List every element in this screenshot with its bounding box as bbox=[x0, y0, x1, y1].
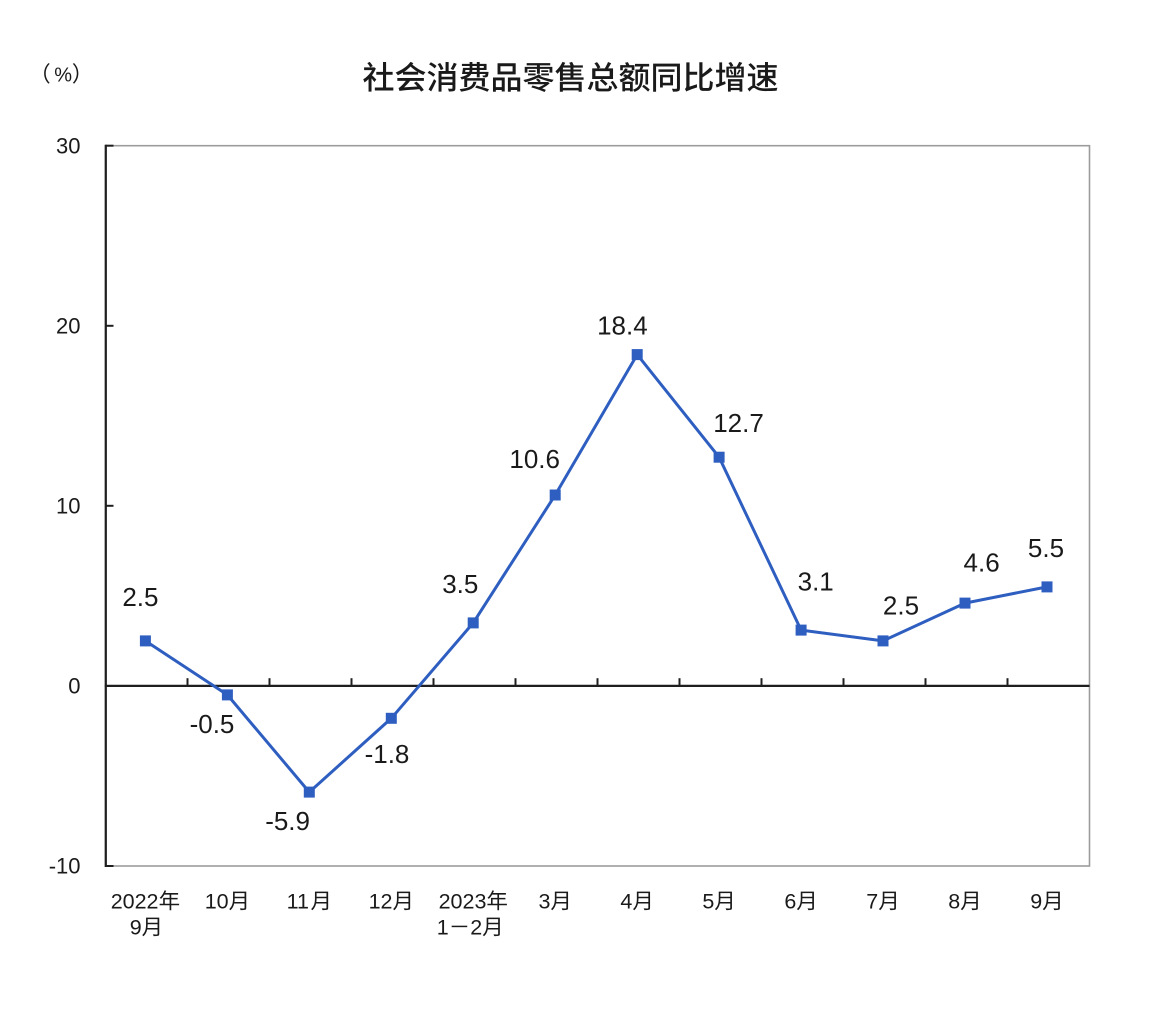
svg-text:12.7: 12.7 bbox=[713, 408, 764, 438]
svg-text:3: 3 bbox=[539, 890, 551, 914]
svg-text:4.6: 4.6 bbox=[964, 548, 1000, 578]
svg-text:2.5: 2.5 bbox=[883, 591, 919, 621]
svg-text:-1.8: -1.8 bbox=[365, 739, 410, 769]
svg-text:9: 9 bbox=[1030, 890, 1042, 914]
svg-text:11: 11 bbox=[287, 890, 309, 914]
svg-text:18.4: 18.4 bbox=[597, 311, 648, 341]
svg-text:1: 1 bbox=[437, 916, 449, 940]
svg-text:5.5: 5.5 bbox=[1028, 533, 1064, 563]
svg-text:8: 8 bbox=[948, 890, 960, 914]
svg-text:2.5: 2.5 bbox=[122, 582, 158, 612]
svg-text:30: 30 bbox=[56, 133, 80, 158]
svg-text:3.1: 3.1 bbox=[798, 567, 834, 597]
svg-text:6: 6 bbox=[784, 890, 796, 914]
svg-text:10: 10 bbox=[205, 890, 229, 914]
svg-text:9: 9 bbox=[130, 916, 142, 940]
svg-text:12: 12 bbox=[369, 890, 393, 914]
svg-text:-5.9: -5.9 bbox=[265, 806, 310, 836]
svg-text:10: 10 bbox=[56, 493, 80, 518]
svg-text:5: 5 bbox=[702, 890, 714, 914]
svg-text:7: 7 bbox=[866, 890, 878, 914]
svg-text:0: 0 bbox=[68, 674, 80, 699]
svg-text:20: 20 bbox=[56, 313, 80, 338]
svg-text:10.6: 10.6 bbox=[509, 444, 560, 474]
svg-text:2: 2 bbox=[470, 916, 482, 940]
svg-text:2022: 2022 bbox=[111, 890, 159, 914]
svg-text:-0.5: -0.5 bbox=[190, 709, 235, 739]
svg-text:3.5: 3.5 bbox=[442, 569, 478, 599]
svg-text:-10: -10 bbox=[49, 854, 81, 879]
svg-text:4: 4 bbox=[620, 890, 632, 914]
svg-text:2023: 2023 bbox=[439, 890, 487, 914]
svg-text:%: % bbox=[54, 65, 72, 87]
